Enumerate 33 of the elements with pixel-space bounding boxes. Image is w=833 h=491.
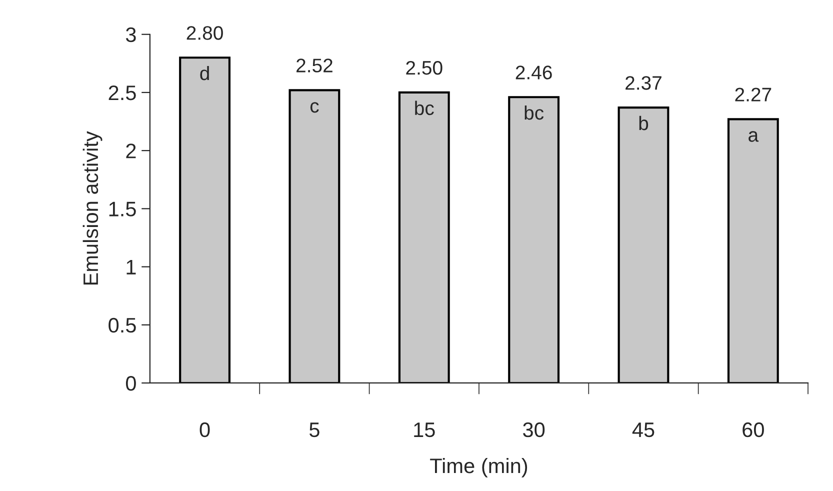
data-label: 2.52 — [296, 58, 332, 72]
bar — [398, 91, 450, 383]
annotation: bc — [524, 105, 544, 120]
data-label: 2.50 — [406, 60, 442, 75]
annotation: d — [200, 66, 209, 80]
y-tick-label: 1 — [126, 260, 136, 274]
y-tick-label: 2.5 — [108, 85, 136, 100]
x-tick-label: 45 — [632, 422, 654, 438]
data-label: 2.80 — [186, 26, 223, 40]
x-tick-label: 5 — [310, 422, 320, 438]
annotation: bc — [415, 100, 434, 116]
data-label: 2.46 — [516, 66, 552, 80]
bar — [179, 56, 230, 383]
y-tick-label: 0 — [126, 376, 136, 391]
bar — [508, 96, 560, 383]
y-axis-title: Emulsion activity — [82, 131, 102, 285]
y-tick-label: 0.5 — [108, 318, 136, 333]
bar — [727, 118, 779, 383]
annotation: b — [639, 116, 648, 130]
annotation: c — [310, 102, 319, 113]
bar — [288, 89, 340, 383]
data-label: 2.37 — [626, 76, 662, 90]
y-tick-label: 2 — [126, 144, 136, 158]
x-tick-label: 0 — [200, 422, 210, 438]
y-tick-label: 3 — [126, 27, 136, 42]
x-tick-label: 60 — [742, 422, 764, 438]
y-tick-label: 1.5 — [109, 202, 136, 216]
annotation: a — [748, 131, 759, 142]
data-label: 2.27 — [735, 88, 772, 102]
x-tick-label: 15 — [414, 422, 435, 438]
bar — [618, 106, 670, 383]
x-tick-label: 30 — [523, 422, 545, 438]
x-axis-title: Time (min) — [430, 458, 528, 478]
